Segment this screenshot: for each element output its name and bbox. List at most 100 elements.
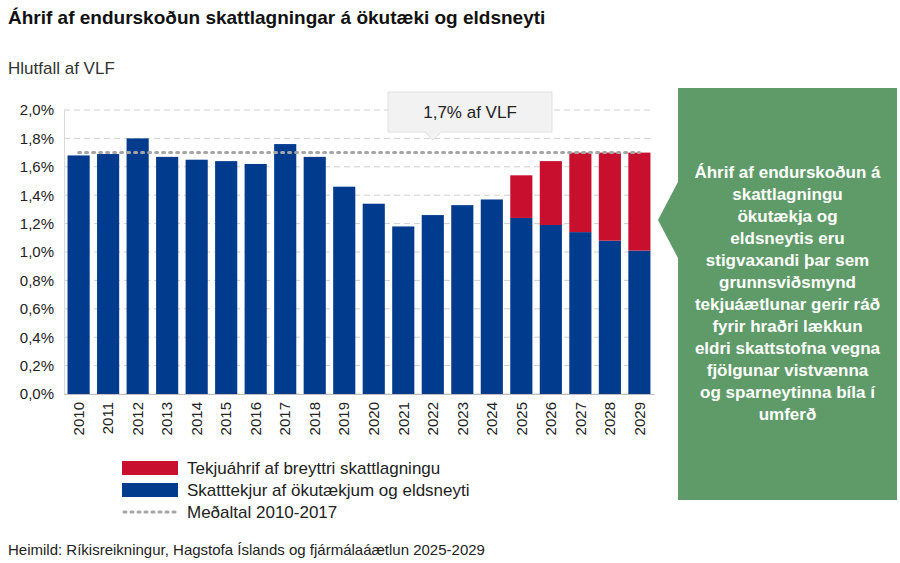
x-tick: 2017 (276, 394, 293, 435)
bar (274, 144, 296, 394)
legend-label: Meðaltal 2010-2017 (187, 503, 337, 522)
x-tick: 2025 (513, 394, 530, 435)
plot-area (68, 138, 651, 394)
y-tick: 1,0% (20, 243, 64, 260)
x-tick: 2021 (395, 394, 412, 435)
bar (599, 153, 621, 241)
x-tick-label: 2018 (306, 402, 323, 435)
x-tick-label: 2024 (483, 402, 500, 435)
grid-line (64, 252, 654, 253)
source: Heimild: Ríkisreikningur, Hagstofa Íslan… (8, 541, 485, 558)
y-tick-label: 1,8% (20, 130, 54, 147)
bar (569, 153, 591, 233)
bar (215, 161, 237, 394)
grid-line (64, 110, 654, 111)
y-tick: 0,6% (20, 300, 64, 317)
y-tick-label: 2,0% (20, 101, 54, 118)
x-tick: 2018 (306, 394, 323, 435)
y-tick-label: 0,4% (20, 329, 54, 346)
legend-swatch (122, 483, 178, 497)
bar (628, 251, 650, 394)
x-tick-label: 2020 (365, 402, 382, 435)
x-tick: 2029 (631, 394, 648, 435)
y-tick-label: 1,2% (20, 215, 54, 232)
bar (510, 218, 532, 394)
bar (599, 241, 621, 394)
bar (540, 225, 562, 394)
legend-label: Skatttekjur af ökutækjum og eldsneyti (187, 481, 470, 500)
y-tick: 1,2% (20, 215, 64, 232)
x-tick-label: 2015 (217, 402, 234, 435)
bar (127, 138, 149, 394)
grid-line (64, 365, 654, 366)
bar (245, 164, 267, 394)
x-tick: 2014 (188, 394, 205, 435)
x-tick-label: 2022 (424, 402, 441, 435)
legend-swatch (122, 461, 178, 475)
x-tick-label: 2025 (513, 402, 530, 435)
x-tick: 2020 (365, 394, 382, 435)
bar (186, 160, 208, 394)
x-tick-label: 2027 (572, 402, 589, 435)
bar (569, 232, 591, 394)
x-tick-label: 2014 (188, 402, 205, 435)
x-axis: 2010201120122013201420152016201720182019… (65, 394, 655, 435)
x-tick: 2028 (601, 394, 618, 435)
x-axis-line (65, 394, 655, 395)
grid-line (64, 337, 654, 338)
y-axis-line (64, 111, 65, 395)
bar (422, 215, 444, 394)
callout-pointer (658, 180, 679, 260)
annotation-box (388, 92, 552, 140)
y-tick-label: 1,4% (20, 187, 54, 204)
y-tick: 2,0% (20, 101, 64, 118)
x-tick-label: 2013 (158, 402, 175, 435)
y-tick: 1,8% (20, 130, 64, 147)
legend: Tekjuáhrif af breyttri skattlagningu Skat… (122, 459, 470, 522)
y-tick: 0,4% (20, 329, 64, 346)
x-tick-label: 2010 (70, 402, 87, 435)
y-tick-label: 1,0% (20, 243, 54, 260)
grid-line (64, 394, 654, 395)
x-tick-label: 2012 (129, 402, 146, 435)
y-tick: 1,4% (20, 187, 64, 204)
y-tick: 0,8% (20, 272, 64, 289)
bar (540, 161, 562, 225)
x-tick: 2010 (70, 394, 87, 435)
grid-line (64, 223, 654, 224)
average-line (79, 151, 640, 154)
grid-line (64, 308, 654, 309)
y-tick-label: 0,6% (20, 300, 54, 317)
y-axis: 0,0%0,2%0,4%0,6%0,8%1,0%1,2%1,4%1,6%1,8%… (20, 101, 65, 402)
x-tick-label: 2017 (276, 402, 293, 435)
subtitle: Hlutfall af VLF (8, 59, 115, 79)
x-tick: 2015 (217, 394, 234, 435)
x-tick-label: 2019 (335, 402, 352, 435)
x-tick-label: 2023 (454, 402, 471, 435)
legend-item: Skatttekjur af ökutækjum og eldsneyti (122, 481, 470, 500)
callout-box: Áhrif af endurskoðun á skattlagningu öku… (678, 88, 897, 500)
legend-item: Meðaltal 2010-2017 (124, 503, 337, 522)
bar (304, 157, 326, 394)
bar (628, 153, 650, 251)
x-tick-label: 2026 (542, 402, 559, 435)
legend-item: Tekjuáhrif af breyttri skattlagningu (122, 459, 440, 478)
bar (333, 187, 355, 394)
x-tick: 2022 (424, 394, 441, 435)
x-tick-label: 2028 (601, 402, 618, 435)
bar (481, 199, 503, 394)
grid-line (64, 166, 654, 167)
x-tick-label: 2021 (395, 402, 412, 435)
annotation-text: 1,7% af VLF (423, 103, 517, 122)
bar (392, 226, 414, 394)
annotation: 1,7% af VLF (388, 92, 552, 140)
bar (510, 175, 532, 218)
y-tick: 0,2% (20, 357, 64, 374)
x-tick-label: 2029 (631, 402, 648, 435)
grid (64, 110, 654, 394)
x-tick: 2027 (572, 394, 589, 435)
y-tick-label: 0,8% (20, 272, 54, 289)
grid-line (64, 195, 654, 196)
y-tick-label: 0,0% (20, 385, 54, 402)
x-tick: 2019 (335, 394, 352, 435)
